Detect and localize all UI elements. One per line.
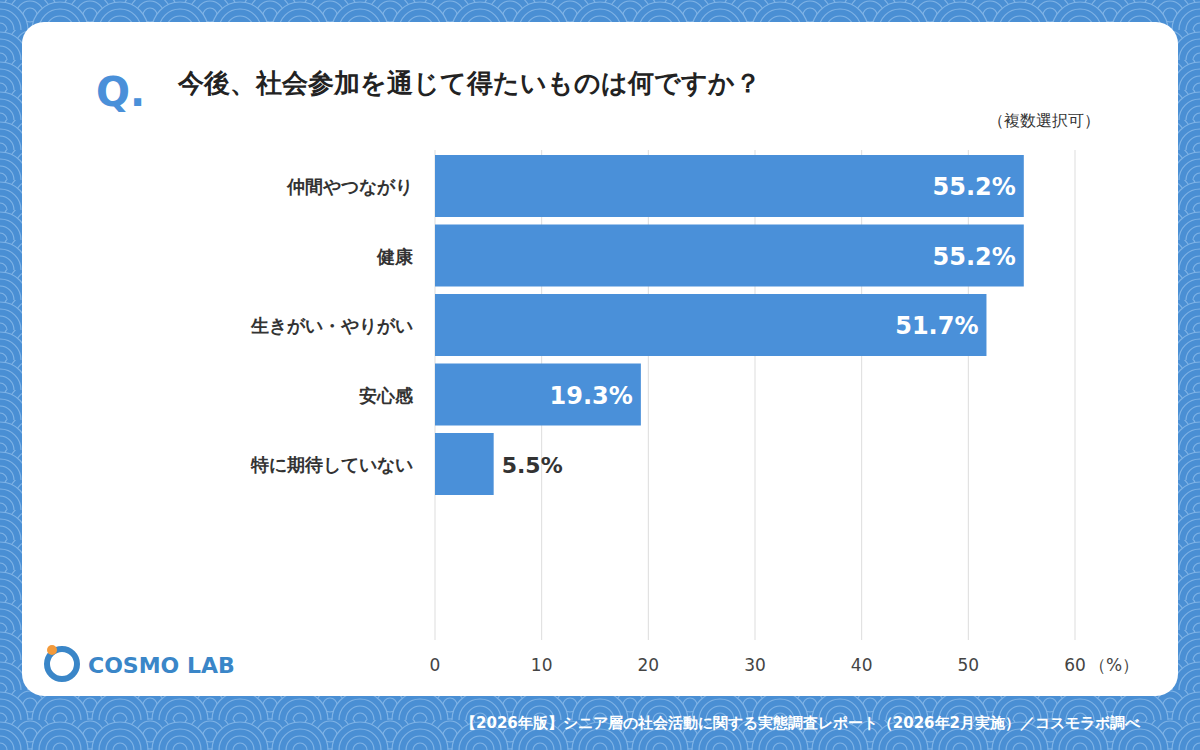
category-label: 生きがい・やりがい bbox=[250, 315, 413, 336]
bars bbox=[435, 155, 1024, 495]
grid-line bbox=[648, 150, 649, 640]
tick-label: 0 bbox=[430, 655, 441, 675]
data-label: 51.7% bbox=[895, 312, 978, 340]
data-label: 55.2% bbox=[933, 173, 1016, 201]
data-label: 55.2% bbox=[933, 243, 1016, 271]
logo-dot bbox=[47, 645, 57, 655]
tick-label: 40 bbox=[851, 655, 873, 675]
tick-label: 20 bbox=[638, 655, 660, 675]
bar bbox=[435, 225, 1024, 287]
grid-line bbox=[1075, 150, 1076, 640]
bar bbox=[435, 155, 1024, 217]
grid bbox=[435, 150, 1075, 640]
chart-svg: Q. 今後、社会参加を通じて得たいものは何ですか？ （複数選択可） 0 10 20 30 40… bbox=[0, 0, 1200, 750]
tick-label: 60 bbox=[1064, 655, 1086, 675]
category-label: 安心感 bbox=[359, 385, 414, 406]
title: 今後、社会参加を通じて得たいものは何ですか？ bbox=[177, 68, 761, 98]
tick-label: 10 bbox=[531, 655, 553, 675]
subtitle: （複数選択可） bbox=[988, 111, 1100, 130]
tick-label: 50 bbox=[958, 655, 980, 675]
background bbox=[0, 0, 1200, 750]
bar bbox=[435, 294, 986, 356]
source: 【2026年版】シニア層の社会活動に関する実態調査レポート（2026年2月実施）… bbox=[461, 714, 1141, 732]
data-label: 5.5% bbox=[502, 453, 563, 478]
category-label: 仲間やつながり bbox=[286, 176, 413, 197]
grid-line bbox=[968, 150, 969, 640]
labels: 仲間やつながり 55.2% 健康 55.2% 生きがい・やりがい 51.7% 安心感 19.3… bbox=[250, 173, 1016, 478]
question-mark: Q. bbox=[96, 69, 145, 115]
card bbox=[22, 22, 1178, 696]
bar bbox=[435, 364, 641, 426]
category-label: 健康 bbox=[376, 246, 414, 267]
category-label: 特に期待していない bbox=[250, 454, 413, 475]
chart-root: Q. 今後、社会参加を通じて得たいものは何ですか？ （複数選択可） 0 10 20 30 40… bbox=[0, 0, 1200, 750]
axis-unit: （%） bbox=[1089, 655, 1139, 675]
tick-label: 30 bbox=[744, 655, 766, 675]
grid-line bbox=[755, 150, 756, 640]
bar bbox=[435, 433, 494, 495]
logo-text: COSMO LAB bbox=[88, 653, 235, 678]
grid-line bbox=[861, 150, 862, 640]
logo: COSMO LAB bbox=[47, 645, 235, 679]
data-label: 19.3% bbox=[550, 382, 633, 410]
